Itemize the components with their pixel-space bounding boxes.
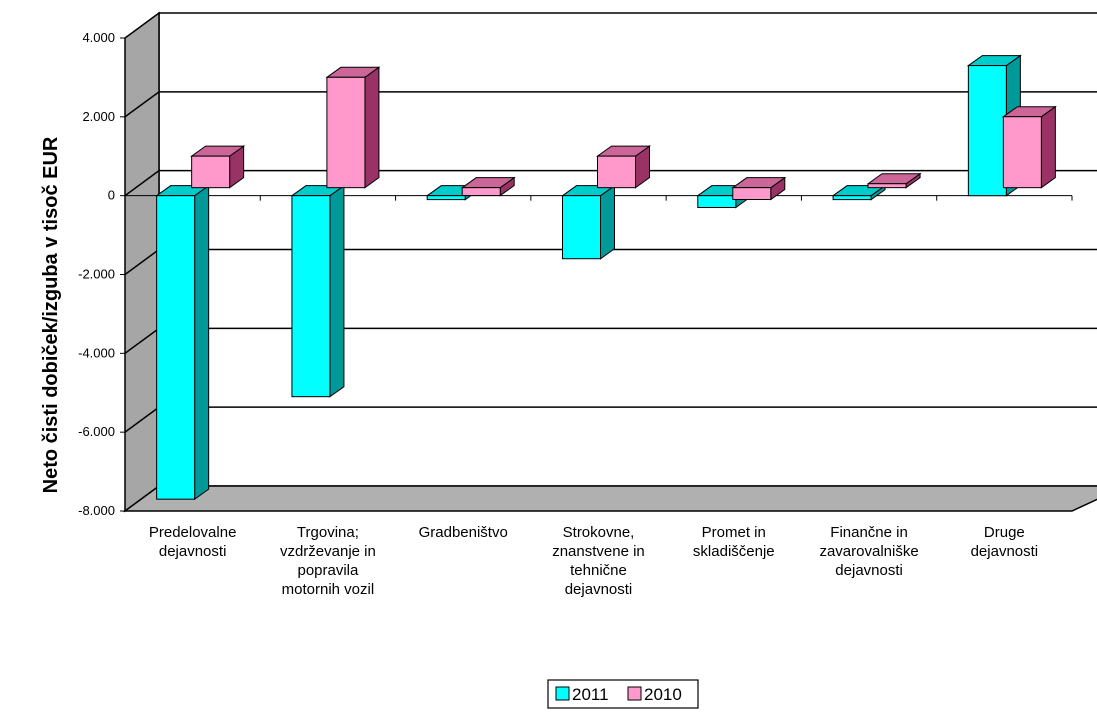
legend-label-2011: 2011: [572, 685, 609, 704]
category-label-line: dejavnosti: [565, 581, 633, 598]
legend-box: [547, 679, 699, 709]
category-label-line: dejavnosti: [971, 543, 1039, 560]
bar-side: [364, 66, 380, 189]
category-label-line: vzdrževanje in: [280, 543, 376, 560]
bar-front: [326, 76, 366, 189]
bar-2010-4: [731, 176, 787, 201]
y-axis: 4.000 2.000 0 -2.000 -4.000 -6.000 -8.000: [78, 30, 1073, 518]
bar-front: [191, 155, 231, 189]
bar-front: [426, 195, 466, 201]
category-label-line: skladiščenje: [693, 543, 775, 560]
legend: 2011 2010: [547, 679, 699, 709]
y-tick-label: -2.000: [78, 267, 115, 282]
y-tick-label: 4.000: [82, 30, 115, 45]
category-labels: Predelovalne dejavnosti Trgovina; vzdrževan…: [149, 524, 1038, 598]
y-tick-label: -6.000: [78, 424, 115, 439]
category-label-line: Predelovalne: [149, 524, 237, 541]
bar-2010-0: [190, 145, 246, 189]
gridline-side: [124, 170, 160, 197]
y-tick-label: -8.000: [78, 503, 115, 518]
category-label: Trgovina; vzdrževanje in popravila motornih…: [280, 524, 376, 598]
bar-front: [597, 155, 636, 189]
bar-front: [832, 195, 872, 201]
category-label-line: popravila: [297, 562, 359, 579]
floor: [122, 485, 1097, 512]
category-label: Strokovne, znanstvene in tehnične dejavnost…: [552, 524, 645, 598]
gridline-side: [124, 248, 160, 276]
bar-2010-3: [595, 145, 652, 189]
bar-front: [461, 187, 501, 197]
category-label-line: dejavnosti: [835, 562, 903, 579]
category-label: Finančne in zavarovalniške dejavnosti: [819, 524, 918, 579]
category-label-line: dejavnosti: [159, 543, 227, 560]
category-label: Gradbeništvo: [419, 524, 508, 541]
category-label-line: Druge: [984, 524, 1025, 541]
legend-label-2010: 2010: [644, 685, 682, 704]
bar-front: [1002, 116, 1042, 189]
gridline-side: [124, 406, 160, 433]
bar-2011-3: [560, 184, 617, 260]
category-label-line: Strokovne,: [563, 524, 635, 541]
gridline-side: [124, 327, 160, 354]
category-label-line: Gradbeništvo: [419, 524, 508, 541]
bars: [155, 54, 1057, 501]
category-label-line: Promet in: [702, 524, 766, 541]
gridline-side: [124, 91, 160, 118]
category-label-line: motornih vozil: [282, 581, 375, 598]
y-tick-label: -4.000: [78, 345, 115, 360]
bar-front: [867, 183, 907, 189]
category-label: Druge dejavnosti: [971, 524, 1039, 560]
y-axis-label: Neto čisti dobiček/izguba v tisoč EUR: [40, 136, 62, 493]
y-tick-label: 2.000: [82, 109, 115, 124]
bar-2010-1: [325, 66, 381, 189]
category-label-line: zavarovalniške: [819, 543, 918, 560]
category-label-line: Trgovina;: [297, 524, 359, 541]
bar-side: [329, 184, 345, 398]
legend-swatch-2010: [627, 686, 642, 701]
bar-front: [697, 195, 737, 208]
category-label: Predelovalne dejavnosti: [149, 524, 237, 560]
y-tick-label: 0: [108, 188, 115, 203]
bar-side: [600, 184, 615, 260]
bar-front: [291, 195, 331, 398]
bar-side: [1040, 105, 1056, 189]
category-label: Promet in skladiščenje: [693, 524, 775, 560]
bar-side: [194, 184, 210, 501]
bar-2011-1: [290, 184, 346, 398]
category-label-line: Finančne in: [830, 524, 908, 541]
bar-front: [562, 195, 601, 260]
bar-2010-6: [1001, 105, 1057, 189]
legend-swatch-2011: [555, 686, 570, 701]
category-label-line: znanstvene in: [552, 543, 645, 560]
bar-2011-0: [155, 184, 211, 501]
bar-2010-2: [460, 176, 516, 197]
bar-front: [732, 187, 772, 200]
category-label-line: tehnične: [570, 562, 627, 579]
bar-front: [156, 195, 196, 500]
bar-2010-5: [866, 172, 922, 189]
bar-front: [967, 65, 1007, 197]
chart-walls: [122, 11, 1097, 513]
